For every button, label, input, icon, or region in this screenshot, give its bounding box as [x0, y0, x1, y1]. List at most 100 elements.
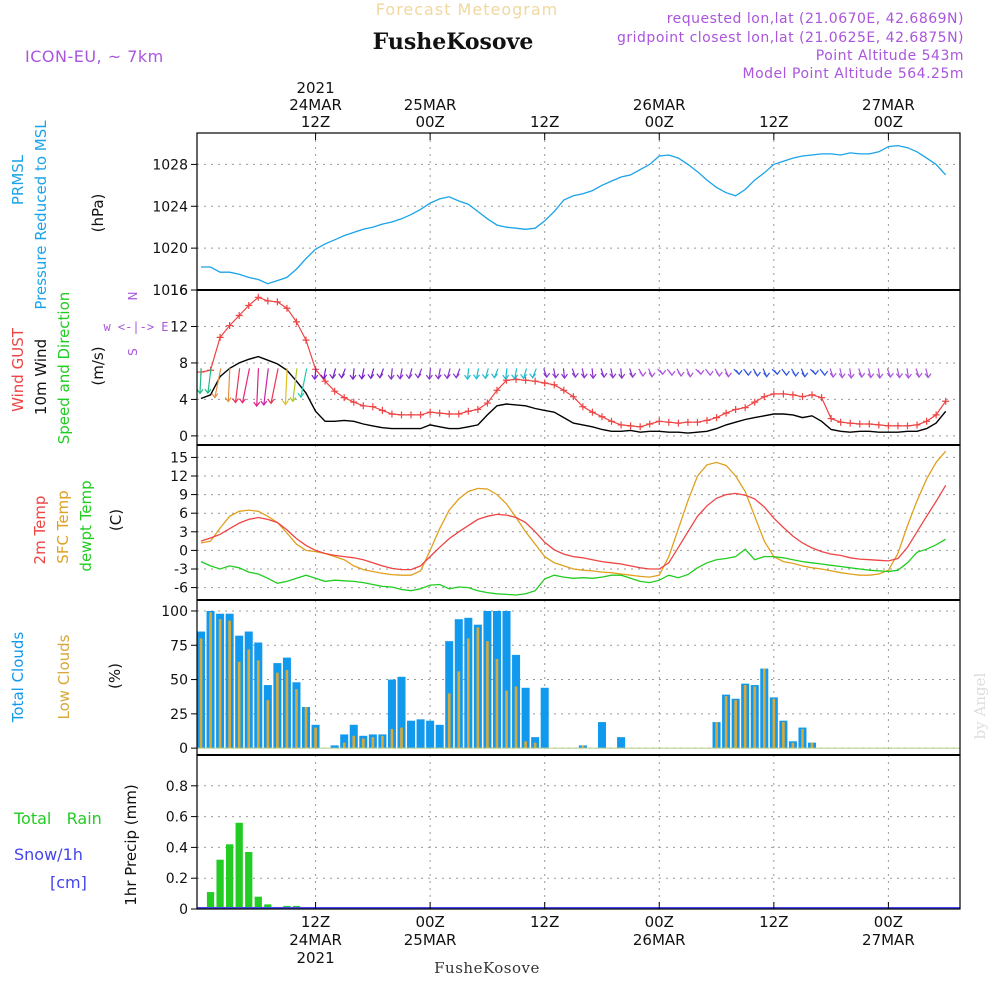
- gust-marker: [693, 418, 701, 426]
- y-tick-label: 0: [179, 741, 188, 757]
- low-cloud-bar: [753, 686, 757, 749]
- wind-arrow-head: [904, 373, 912, 379]
- gust-marker: [598, 413, 606, 421]
- y-tick-label: 0: [179, 429, 188, 445]
- y-tick-label: 8: [179, 356, 188, 372]
- wind-arrow-head: [686, 372, 694, 378]
- wind-arrow-head: [724, 372, 732, 378]
- point-altitude: Point Altitude 543m: [816, 48, 964, 64]
- wind-direction-arrow: [849, 368, 852, 379]
- panel-frame: [196, 289, 961, 446]
- y-tick-label: 3: [179, 525, 188, 541]
- total-cloud-bar: [416, 719, 425, 749]
- panel-frame: [196, 132, 961, 291]
- wind-direction-arrow: [437, 368, 441, 379]
- wind-arrow-head: [464, 374, 472, 381]
- time-label-bottom: 25MAR: [404, 931, 457, 949]
- low-cloud-bar: [361, 738, 365, 749]
- gust-marker: [770, 390, 778, 398]
- gust-marker: [684, 418, 692, 426]
- y-tick-label: 0.8: [166, 779, 188, 795]
- wind-arrow-head: [281, 400, 289, 406]
- y-tick-label: 100: [161, 604, 188, 620]
- footer-location: FusheKosove: [434, 959, 540, 977]
- wind-arrow-head: [452, 373, 460, 379]
- gust-marker: [827, 415, 835, 423]
- wind-arrow-head: [349, 374, 357, 381]
- low-cloud-bar: [247, 649, 251, 749]
- wind-arrow-head: [886, 372, 894, 379]
- wind-direction-arrow: [352, 368, 355, 380]
- gust-marker: [369, 403, 377, 411]
- wind-arrow-head: [924, 373, 932, 379]
- temp-unit: (C): [107, 509, 125, 531]
- total-cloud-bar: [397, 676, 406, 749]
- y-tick-label: 0: [179, 543, 188, 559]
- total-cloud-bar: [340, 734, 349, 749]
- low-cloud-bar: [724, 696, 728, 749]
- wind-arrow-head: [801, 372, 809, 378]
- wind-arrow-head: [396, 374, 404, 380]
- wind-arrow-head: [677, 371, 685, 377]
- gust-marker: [674, 419, 682, 427]
- requested-coords: requested lon,lat (21.0670E, 42.6869N): [667, 11, 964, 27]
- low-cloud-bar: [256, 660, 260, 749]
- wind-arrow-head: [224, 397, 232, 403]
- gust-marker: [579, 403, 587, 411]
- total-cloud-bar: [426, 720, 435, 749]
- y-tick-label: 25: [170, 707, 188, 723]
- low-cloud-bar: [352, 735, 356, 749]
- gust-marker: [464, 407, 472, 415]
- gust-marker: [741, 404, 749, 412]
- time-label-top: 12Z: [301, 113, 330, 131]
- wind-direction-arrow: [484, 368, 489, 379]
- wind-direction-arrow: [399, 368, 403, 379]
- wind-arrow-head: [829, 372, 837, 379]
- wind-arrow-head: [338, 373, 346, 379]
- gust-marker: [493, 386, 501, 394]
- wind-arrow-head: [552, 373, 560, 379]
- wind-speed-line: [200, 355, 947, 434]
- gust-marker: [617, 421, 625, 429]
- low-cloud-bar: [514, 686, 518, 749]
- wind-direction-arrow: [581, 368, 585, 378]
- wind-direction-arrow: [199, 368, 202, 394]
- low-cloud-bar: [447, 693, 451, 749]
- gust-marker: [713, 414, 721, 422]
- wind-direction-arrow: [263, 368, 269, 406]
- wind-direction-arrow: [428, 368, 432, 380]
- gust-marker: [913, 421, 921, 429]
- wind-direction-arrow: [610, 368, 614, 378]
- gust-marker: [426, 408, 434, 416]
- time-label-top: 24MAR: [289, 96, 342, 114]
- y-tick-label: 0.6: [166, 810, 188, 826]
- time-label-bottom: 12Z: [530, 913, 559, 931]
- wind-arrow-head: [211, 393, 219, 399]
- rain-bar: [254, 896, 262, 909]
- panel-frame: [196, 599, 961, 756]
- gust-marker: [541, 379, 549, 387]
- temp-2m-line: [200, 484, 947, 571]
- gust-marker: [636, 423, 644, 431]
- wind-direction-arrow: [214, 368, 222, 398]
- low-cloud-bar: [810, 742, 814, 749]
- wind-gust-label: Wind GUST: [9, 327, 27, 412]
- y-tick-label: 9: [179, 488, 188, 504]
- gust-marker: [283, 304, 291, 312]
- low-cloud-bar: [457, 671, 461, 749]
- low-cloud-bar: [524, 741, 527, 749]
- wind-arrow-head: [609, 373, 617, 379]
- time-label-top: 00Z: [645, 113, 674, 131]
- wind-direction-arrow: [466, 368, 470, 380]
- low-cloud-bar: [285, 669, 289, 749]
- gust-marker: [264, 297, 272, 305]
- low-cloud-bar: [772, 698, 776, 749]
- time-label-bottom: 00Z: [415, 913, 444, 931]
- gust-marker: [216, 333, 224, 341]
- pressure-label-1: PRMSL: [9, 154, 27, 205]
- pressure-label-2: Pressure Reduced to MSL: [32, 120, 50, 310]
- wind-direction-arrow: [446, 368, 451, 379]
- time-label-top: 00Z: [415, 113, 444, 131]
- low-cloud-bar: [266, 700, 270, 749]
